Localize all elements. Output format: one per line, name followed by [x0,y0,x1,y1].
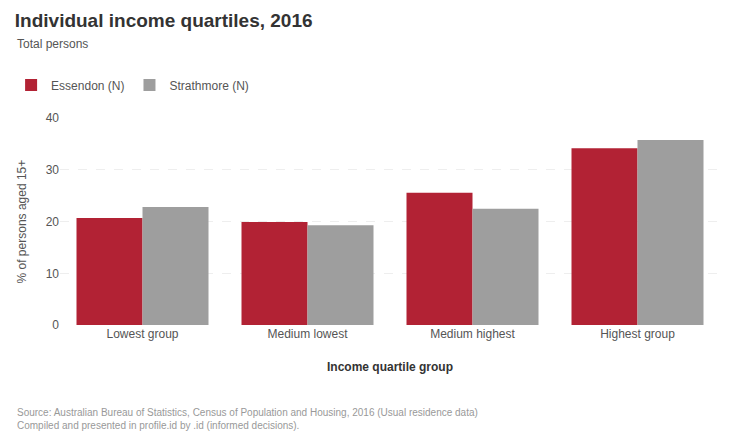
svg-text:Medium lowest: Medium lowest [267,327,348,341]
svg-text:20: 20 [46,215,60,229]
svg-text:Essendon (N): Essendon (N) [51,79,124,93]
svg-text:% of persons aged 15+: % of persons aged 15+ [15,160,29,284]
svg-text:0: 0 [52,318,59,332]
svg-text:Individual income quartiles, 2: Individual income quartiles, 2016 [15,10,313,31]
svg-text:Lowest group: Lowest group [106,327,178,341]
svg-text:Medium highest: Medium highest [430,327,515,341]
svg-text:30: 30 [46,163,60,177]
svg-text:Income quartile group: Income quartile group [327,360,453,374]
svg-text:Highest group: Highest group [600,327,675,341]
svg-text:Strathmore (N): Strathmore (N) [169,79,248,93]
svg-text:10: 10 [46,266,60,280]
svg-text:Source: Australian Bureau of S: Source: Australian Bureau of Statistics,… [17,407,478,431]
svg-text:40: 40 [46,111,60,125]
svg-text:Total persons: Total persons [17,37,88,51]
